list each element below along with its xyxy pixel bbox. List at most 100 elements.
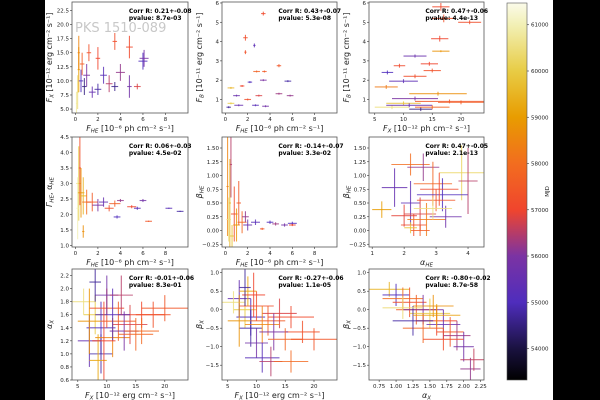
- p-value: pvalue: 8.3e-01: [129, 282, 182, 289]
- x-tick-label: 0: [74, 251, 78, 257]
- y-tick-label: 0.0: [210, 308, 219, 314]
- data-point: [242, 272, 266, 318]
- label-symbol: F: [45, 98, 54, 103]
- label-subscript: X: [426, 396, 431, 400]
- data-point: [226, 106, 231, 109]
- data-point: [403, 54, 427, 58]
- data-point: [382, 296, 424, 319]
- error-bars: [372, 145, 484, 236]
- label-unit: [10⁻⁶ ph cm⁻² s⁻¹]: [248, 258, 323, 267]
- data-point: [133, 206, 141, 210]
- x-axis-label: FX [10⁻¹² ph cm⁻² s⁻¹]: [383, 124, 470, 135]
- y-tick-label: 4.5: [60, 135, 69, 141]
- x-tick-label: 2: [246, 251, 250, 257]
- y-tick-label: 10.0: [57, 79, 70, 85]
- plot-area: [72, 2, 188, 113]
- data-point: [251, 219, 260, 225]
- data-point: [83, 63, 91, 87]
- data-point: [127, 205, 137, 209]
- data-point: [374, 105, 410, 110]
- plot-area: [222, 2, 337, 113]
- data-point: [233, 94, 240, 97]
- data-point: [104, 205, 114, 212]
- data-point: [253, 70, 260, 73]
- data-point: [245, 328, 268, 358]
- x-tick-label: 8: [164, 251, 168, 257]
- y-tick-label: −1.5: [353, 363, 367, 369]
- label-symbol: F: [195, 98, 204, 103]
- x-tick-label: 10: [253, 384, 260, 390]
- label-symbol: β: [195, 324, 204, 330]
- error-bars: [75, 32, 149, 113]
- p-value: pvalue: 8.7e-58: [425, 282, 478, 289]
- x-tick-label: 1.50: [424, 384, 437, 390]
- data-point: [412, 304, 461, 327]
- data-point: [400, 214, 427, 236]
- label-subscript: B: [347, 94, 353, 98]
- y-tick-label: 1.0: [60, 352, 69, 358]
- y-axis-label: βHE: [195, 185, 206, 199]
- data-point: [393, 63, 406, 68]
- x-tick-label: 8: [313, 117, 317, 123]
- p-value: pvalue: 1.1e-05: [278, 282, 331, 289]
- data-point: [117, 198, 124, 203]
- data-point: [227, 294, 251, 347]
- colorbar-tick-label: 60000: [531, 69, 549, 75]
- x-tick-label: 2.00: [458, 384, 471, 390]
- data-point: [374, 85, 398, 89]
- y-tick-label: 1.50: [207, 146, 220, 152]
- data-point: [284, 80, 292, 83]
- y-tick-label: 1.25: [207, 160, 220, 166]
- correlation-coefficient: Corr R: 0.47+-0.06: [425, 8, 488, 15]
- data-point: [126, 35, 133, 59]
- data-point: [381, 70, 394, 75]
- label-subscript: HE: [240, 129, 248, 135]
- x-tick-label: 4: [466, 251, 470, 257]
- label-symbol: α: [420, 258, 426, 267]
- y-axis-label: FB [10⁻¹¹ erg cm⁻² s⁻¹]: [342, 13, 353, 103]
- data-point: [79, 52, 85, 76]
- label-subscript: HE: [50, 176, 56, 184]
- data-point: [115, 63, 125, 81]
- data-point: [141, 295, 188, 322]
- p-value: pvalue: 2.1e-13: [425, 150, 478, 157]
- label-subscript: HE: [50, 194, 56, 202]
- data-point: [286, 94, 294, 97]
- colorbar-tick-label: 54000: [531, 347, 549, 353]
- label-subscript: X: [89, 396, 94, 400]
- y-tick-label: 0.50: [207, 201, 220, 207]
- data-point: [127, 75, 132, 98]
- label-symbol: F: [86, 124, 91, 133]
- colorbar-scale: [506, 2, 528, 381]
- data-point: [458, 148, 478, 214]
- y-tick-label: 3: [216, 59, 220, 65]
- data-point: [245, 343, 280, 373]
- y-tick-label: 1.00: [354, 174, 367, 180]
- data-point: [139, 49, 149, 67]
- y-tick-label: −1.0: [206, 345, 220, 351]
- x-tick-label: 1.25: [407, 384, 420, 390]
- plot-area: [72, 137, 188, 247]
- y-tick-label: 0.5: [357, 289, 366, 295]
- x-tick-label: 6: [291, 117, 295, 123]
- data-point: [386, 101, 421, 106]
- y-tick-label: 1.2: [60, 339, 69, 345]
- data-point: [443, 320, 471, 351]
- y-tick-label: 1.8: [60, 300, 69, 306]
- y-tick-label: 4: [216, 40, 220, 46]
- data-point: [72, 288, 96, 315]
- p-value: pvalue: 3.3e-02: [278, 150, 331, 157]
- data-point: [77, 288, 101, 354]
- x-tick-label: 4: [119, 117, 123, 123]
- label-subscript: HE: [425, 263, 433, 269]
- x-tick-label: 0: [224, 251, 228, 257]
- data-point: [259, 227, 265, 230]
- data-point: [262, 70, 267, 73]
- correlation-coefficient: Corr R: 0.47+-0.05: [425, 143, 488, 150]
- correlation-coefficient: Corr R: -0.27+-0.06: [278, 275, 343, 282]
- label-subscript: X: [387, 129, 392, 135]
- x-axis-label: αX: [422, 391, 431, 400]
- y-tick-label: 4.0: [60, 150, 69, 156]
